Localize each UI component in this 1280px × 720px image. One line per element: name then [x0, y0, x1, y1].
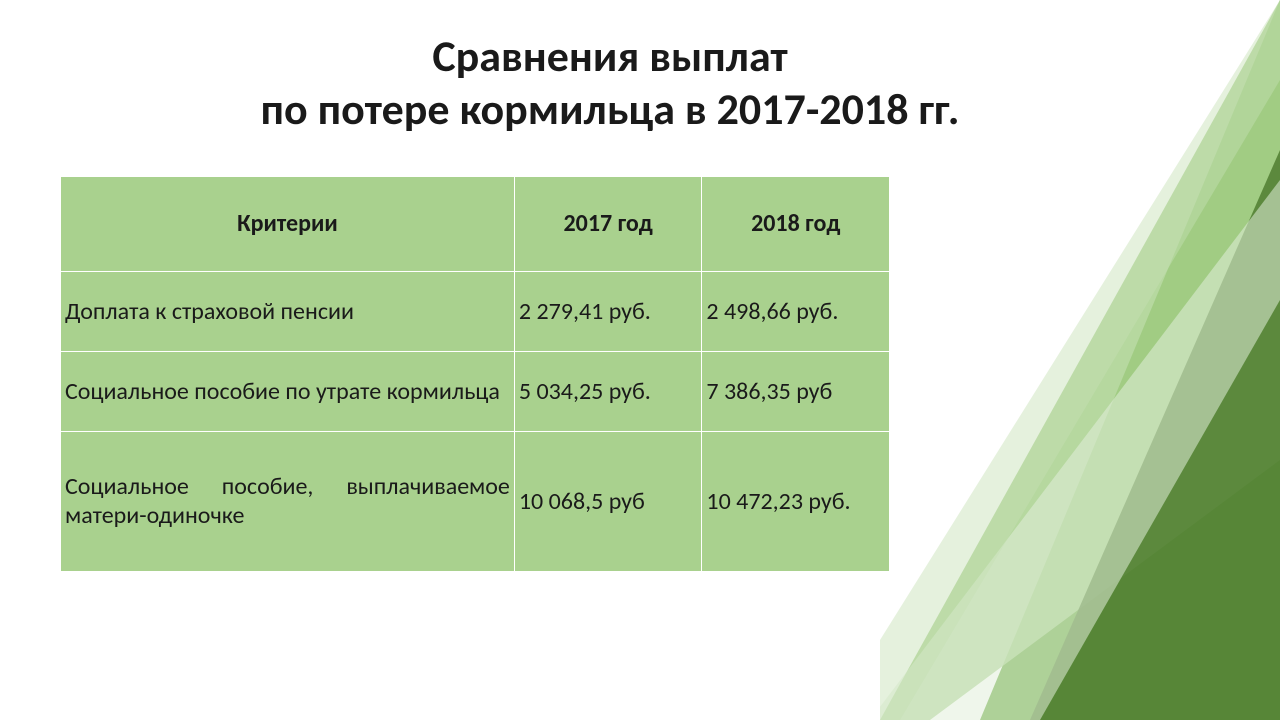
cell-2018: 10 472,23 руб. [702, 431, 890, 571]
payments-table: Критерии 2017 год 2018 год Доплата к стр… [60, 176, 890, 572]
table-row: Социальное пособие по утрате кормильца 5… [61, 351, 890, 431]
cell-criteria: Социальное пособие, выплачиваемое матери… [61, 431, 515, 571]
cell-2017: 5 034,25 руб. [514, 351, 702, 431]
title-line-1: Сравнения выплат [432, 29, 787, 83]
table-header-row: Критерии 2017 год 2018 год [61, 176, 890, 271]
header-criteria: Критерии [61, 176, 515, 271]
cell-2018: 7 386,35 руб [702, 351, 890, 431]
slide-content: Сравнения выплат по потере кормильца в 2… [0, 0, 1280, 602]
table-row: Доплата к страховой пенсии 2 279,41 руб.… [61, 271, 890, 351]
cell-2018: 2 498,66 руб. [702, 271, 890, 351]
cell-criteria: Социальное пособие по утрате кормильца [61, 351, 515, 431]
cell-2017: 10 068,5 руб [514, 431, 702, 571]
slide-title: Сравнения выплат по потере кормильца в 2… [60, 30, 1220, 136]
header-2018: 2018 год [702, 176, 890, 271]
title-line-2: по потере кормильца в 2017-2018 гг. [260, 82, 959, 136]
cell-2017: 2 279,41 руб. [514, 271, 702, 351]
table-row: Социальное пособие, выплачиваемое матери… [61, 431, 890, 571]
header-2017: 2017 год [514, 176, 702, 271]
cell-criteria: Доплата к страховой пенсии [61, 271, 515, 351]
